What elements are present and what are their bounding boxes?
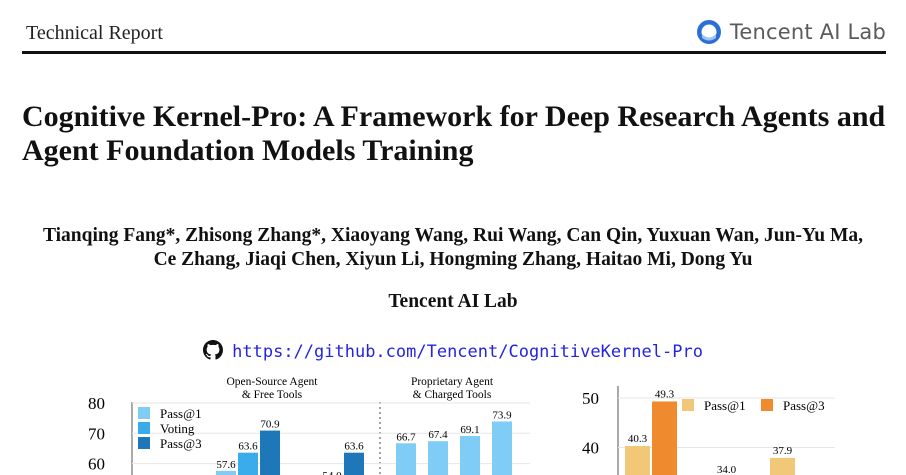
y-tick-label: 80	[88, 394, 105, 413]
bar	[396, 443, 416, 475]
bar-value-label: 70.9	[260, 419, 280, 431]
bar-value-label: 63.6	[344, 441, 364, 453]
chart-browsecomp-comparison: 40 50 40.3 49.3 34.0 37.9 Pass@1 Pass@3	[582, 386, 835, 475]
tencent-ai-lab-logo: Tencent AI Lab	[696, 18, 886, 46]
bar	[260, 430, 280, 475]
legend-label: Voting	[160, 421, 195, 436]
bar-value-label: 49.3	[655, 388, 675, 400]
bar-value-label: 69.1	[460, 424, 479, 436]
legend-label: Pass@3	[160, 436, 202, 451]
legend-swatch	[138, 407, 150, 419]
tencent-logo-icon	[696, 20, 721, 44]
title-line-2: Agent Foundation Models Training	[22, 134, 474, 167]
logo-text: Tencent AI Lab	[729, 20, 886, 44]
title-line-1: Cognitive Kernel-Pro: A Framework for De…	[22, 100, 886, 133]
y-tick-label: 50	[582, 389, 599, 408]
legend-swatch	[138, 437, 150, 449]
legend-label: Pass@1	[160, 406, 202, 421]
group-title-proprietary-1: Proprietary Agent	[411, 376, 494, 388]
bar-value-label: 54.0	[322, 470, 342, 475]
group-title-proprietary-2: & Charged Tools	[413, 389, 492, 401]
y-tick-label: 70	[88, 424, 105, 443]
bar	[625, 446, 650, 475]
legend-label: Pass@3	[783, 398, 825, 413]
legend-swatch	[761, 399, 773, 411]
author-list: Tianqing Fang*, Zhisong Zhang*, Xiaoyang…	[0, 224, 906, 272]
legend-swatch	[138, 422, 150, 434]
group-title-open-source-1: Open-Source Agent	[226, 376, 318, 388]
bar	[216, 470, 236, 475]
bar-value-label: 73.9	[492, 409, 512, 421]
authors-line-1: Tianqing Fang*, Zhisong Zhang*, Xiaoyang…	[42, 225, 864, 246]
bar-value-label: 57.6	[216, 459, 236, 471]
bar	[428, 441, 448, 475]
bar	[652, 401, 677, 475]
report-header: Technical Report Tencent AI Lab	[0, 0, 906, 60]
bar-value-label: 34.0	[717, 464, 737, 475]
y-tick-label: 60	[88, 455, 105, 474]
chart-gaia-comparison: Open-Source Agent & Free Tools Proprieta…	[88, 376, 530, 475]
bar-value-label: 40.3	[628, 433, 648, 445]
group-title-open-source-2: & Free Tools	[242, 389, 303, 401]
bar	[344, 452, 364, 475]
bar-value-label: 63.6	[238, 441, 258, 453]
bar-value-label: 67.4	[428, 429, 448, 441]
bar	[460, 436, 480, 475]
github-repo-link[interactable]: https://github.com/Tencent/CognitiveKern…	[232, 342, 703, 362]
legend-label: Pass@1	[704, 398, 746, 413]
bar	[238, 452, 258, 475]
repo-link-row: https://github.com/Tencent/CognitiveKern…	[0, 340, 906, 362]
bar-value-label: 37.9	[773, 445, 793, 457]
authors-line-2: Ce Zhang, Jiaqi Chen, Xiyun Li, Hongming…	[153, 249, 753, 270]
legend-swatch	[682, 399, 694, 411]
legend: Pass@1 Pass@3	[682, 398, 825, 413]
y-tick-label: 40	[582, 439, 599, 458]
header-rule	[22, 51, 886, 54]
bar	[492, 421, 512, 475]
report-type-label: Technical Report	[26, 22, 163, 44]
bar	[770, 457, 795, 475]
github-icon	[203, 340, 224, 360]
bar-value-label: 66.7	[396, 431, 416, 443]
paper-title: Cognitive Kernel-Pro: A Framework for De…	[22, 100, 892, 168]
affiliation: Tencent AI Lab	[388, 291, 518, 312]
